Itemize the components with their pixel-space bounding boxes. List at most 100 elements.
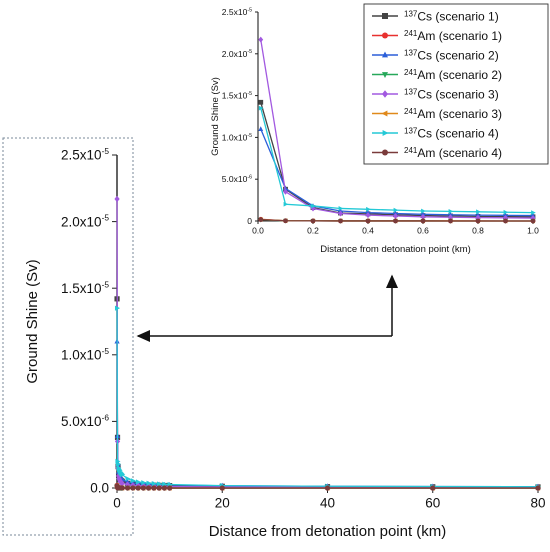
data-point <box>535 485 541 491</box>
legend-marker <box>382 149 388 156</box>
data-point <box>475 214 481 221</box>
data-point <box>503 218 508 224</box>
x-tick-label: 0.0 <box>252 226 264 236</box>
data-point <box>338 210 343 217</box>
series-line <box>116 308 539 488</box>
data-point <box>393 207 399 213</box>
data-point <box>448 208 454 214</box>
legend-box <box>363 3 549 165</box>
x-tick-label: 0.8 <box>472 226 484 236</box>
data-point <box>124 485 131 491</box>
data-point <box>503 209 509 215</box>
data-point <box>393 218 398 224</box>
data-point <box>114 195 120 203</box>
data-point <box>365 218 371 224</box>
y-axis-label: Ground Shine (Sv) <box>24 259 41 383</box>
legend-entry: 241Am (scenario 4) <box>404 146 502 160</box>
y-tick-label: 1.5x10-5 <box>61 279 109 296</box>
data-point <box>125 476 131 482</box>
legend-marker <box>382 130 389 136</box>
data-point <box>393 212 398 219</box>
legend-entry: 137Cs (scenario 3) <box>404 88 499 102</box>
inset-plot: 0 5.0x10-6 1.0x10-5 1.5x10-5 2.0x10-5 2.5x10-… <box>210 7 539 255</box>
series-group <box>114 195 541 491</box>
y-tick-label: 1.0x10-5 <box>61 346 109 363</box>
legend-entry: 241Am (scenario 2) <box>404 68 502 82</box>
x-tick-label: 40 <box>320 496 335 511</box>
data-point <box>151 485 157 491</box>
data-point <box>140 485 146 491</box>
data-point <box>114 305 121 311</box>
data-point <box>283 188 288 195</box>
data-point <box>161 485 167 491</box>
x-axis-label: Distance from detonation point (km) <box>320 244 470 255</box>
x-tick-label: 0.6 <box>417 226 429 236</box>
y-tick-label: 5.0x10-6 <box>222 174 252 184</box>
data-point <box>156 485 162 491</box>
legend-marker <box>381 110 388 117</box>
y-tick-label: 0.0 <box>90 481 109 496</box>
y-tick-label: 5.0x10-6 <box>61 412 109 429</box>
data-point <box>283 201 289 207</box>
data-point <box>167 485 173 491</box>
legend-entry: 137Cs (scenario 2) <box>404 49 499 63</box>
y-tick-label: 2.5x10-5 <box>61 146 109 163</box>
series-line <box>116 298 539 488</box>
y-tick-label: 2.0x10-5 <box>61 213 109 230</box>
data-point <box>310 218 316 224</box>
legend-marker <box>382 32 388 39</box>
data-point <box>258 105 264 111</box>
data-point <box>421 208 426 214</box>
legend-entry: 241Am (scenario 3) <box>404 107 502 121</box>
legend-entry: 137Cs (scenario 1) <box>404 10 499 24</box>
legend-marker <box>382 90 388 98</box>
data-point <box>115 461 122 467</box>
x-tick-label: 0 <box>113 496 121 511</box>
data-point <box>119 485 125 491</box>
legend-marker <box>382 13 388 19</box>
data-point <box>311 203 316 209</box>
data-point <box>119 480 125 487</box>
data-point <box>135 479 142 485</box>
x-axis-label: Distance from detonation point (km) <box>209 523 447 540</box>
y-tick-label: 2.5x10-5 <box>222 7 252 17</box>
data-point <box>258 36 264 43</box>
data-point <box>151 481 157 487</box>
y-tick-label: 2.0x10-5 <box>222 49 252 59</box>
data-point <box>130 478 136 484</box>
legend-entry: 137Cs (scenario 4) <box>404 127 499 141</box>
data-point <box>448 214 453 221</box>
data-point <box>530 218 536 224</box>
data-point <box>420 213 426 220</box>
data-point <box>258 126 264 131</box>
x-tick-label: 0.4 <box>362 226 374 236</box>
data-point <box>338 206 344 211</box>
y-tick-label: 1.0x10-5 <box>222 132 252 142</box>
data-point <box>365 212 371 219</box>
series-line <box>116 198 539 489</box>
data-point <box>258 217 264 223</box>
data-point <box>475 218 481 224</box>
legend: 137Cs (scenario 1) 241Am (scenario 1) 137C… <box>363 3 549 165</box>
data-point <box>476 209 481 215</box>
zoom-region-box <box>2 137 134 536</box>
data-point <box>141 480 147 486</box>
data-point <box>448 218 453 224</box>
series-line <box>116 341 539 488</box>
data-point <box>366 206 371 212</box>
data-point <box>420 218 426 224</box>
data-point <box>338 218 343 224</box>
x-tick-label: 20 <box>215 496 230 511</box>
data-point <box>531 210 536 216</box>
series-group <box>257 36 536 224</box>
legend-entry: 241Am (scenario 1) <box>404 29 502 43</box>
data-point <box>145 485 152 491</box>
data-point <box>146 480 152 486</box>
main-plot: 0.0 5.0x10-6 1.0x10-5 1.5x10-5 2.0x10-5 2.5x1… <box>24 146 546 540</box>
data-point <box>157 481 163 487</box>
data-point <box>120 472 126 478</box>
y-tick-label: 1.5x10-5 <box>222 91 252 101</box>
data-point <box>283 218 288 224</box>
data-point <box>324 485 331 491</box>
